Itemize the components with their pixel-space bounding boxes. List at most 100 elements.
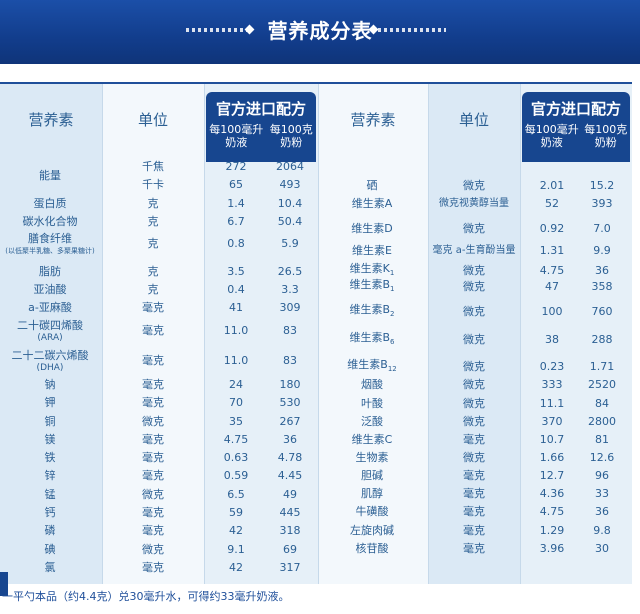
- unit-cell: 微克: [463, 397, 485, 410]
- nutrient-name: 左旋肉碱: [350, 524, 394, 537]
- value-per-100g: 50.4: [277, 215, 303, 228]
- nutrient-name: 维生素E: [352, 244, 392, 257]
- unit-cell: 毫克: [142, 324, 164, 337]
- nutrient-name: 胆碱: [361, 469, 383, 482]
- value-per-100g: 96: [595, 469, 609, 482]
- value-per-100g: 445: [279, 506, 301, 519]
- value-per-100ml: 6.7: [227, 215, 245, 228]
- value-per-100g: 358: [591, 280, 613, 293]
- unit-cell: 克: [147, 283, 159, 296]
- value-per-100ml: 1.29: [539, 524, 565, 537]
- nutrient-name: 能量: [39, 169, 61, 182]
- unit-cell: 微克: [463, 179, 485, 192]
- value-per-100ml: 38: [545, 333, 559, 346]
- value-per-100ml: 333: [541, 378, 563, 391]
- column-divider: [102, 84, 103, 584]
- nutrient-name: 维生素B12: [347, 357, 397, 374]
- nutrient-name: 二十碳四烯酸: [17, 319, 83, 332]
- value-per-100g: 30: [595, 542, 609, 555]
- nutrient-name: 亚油酸: [33, 283, 67, 296]
- unit-cell: 毫克: [463, 542, 485, 555]
- nutrient-note: (以低聚半乳糖、多聚果糖计): [5, 247, 95, 255]
- value-per-100ml: 0.92: [539, 222, 565, 235]
- value-per-100ml: 65: [229, 178, 243, 191]
- unit-cell: 微克: [142, 415, 164, 428]
- value-per-100g: 4.78: [277, 451, 303, 464]
- value-per-100ml: 4.75: [539, 264, 565, 277]
- nutrient-name: 肌醇: [361, 487, 383, 500]
- value-per-100ml: 0.23: [539, 360, 565, 373]
- header-unit-right: 单位: [458, 110, 489, 129]
- nutrient-name: 碘: [44, 543, 56, 556]
- value-per-100g: 83: [283, 324, 297, 337]
- subscript: 2: [390, 310, 395, 319]
- unit-cell: 毫克: [142, 524, 164, 537]
- column-divider: [204, 84, 205, 584]
- value-per-100g: 12.6: [589, 451, 615, 464]
- value-per-100ml: 42: [229, 561, 243, 574]
- header-per-100ml: 每100毫升 奶液: [209, 123, 264, 149]
- value-per-100g: 26.5: [277, 265, 303, 278]
- value-per-100g: 49: [283, 488, 297, 501]
- value-per-100g: 33: [595, 487, 609, 500]
- nutrient-name: 维生素B2: [349, 302, 395, 319]
- nutrient-name: 磷: [44, 524, 56, 537]
- subscript: 12: [387, 365, 397, 374]
- header-nutrient-right: 营养素: [350, 110, 396, 129]
- subscript: 1: [390, 285, 395, 294]
- value-per-100ml: 35: [229, 415, 243, 428]
- table-body: 能量 千焦 272 2064 千卡 65 493 蛋白质克 1.4 10.4 碳水化合物克 6.7 50…: [0, 84, 632, 584]
- value-per-100ml: 1.31: [539, 244, 565, 257]
- value-per-100g: 36: [283, 433, 297, 446]
- nutrient-name: 镁: [44, 433, 56, 446]
- unit-cell: 微克: [463, 222, 485, 235]
- header-nutrient-left: 营养素: [28, 110, 74, 129]
- value-per-100g: 84: [595, 397, 609, 410]
- value-per-100g: 309: [279, 301, 301, 314]
- value-per-100ml: 41: [229, 301, 243, 314]
- nutrient-name: 牛磺酸: [355, 505, 389, 518]
- unit-cell: 毫克: [463, 433, 485, 446]
- value-per-100ml: 70: [229, 396, 243, 409]
- unit-cell: 毫克: [463, 487, 485, 500]
- unit-cell: 毫克: [142, 561, 164, 574]
- unit-cell: 微克: [463, 451, 485, 464]
- column-divider: [318, 84, 319, 584]
- value-per-100ml: 0.59: [223, 469, 249, 482]
- value-per-100ml: 0.4: [227, 283, 245, 296]
- unit-cell: 毫克: [142, 506, 164, 519]
- value-per-100g: 288: [591, 333, 613, 346]
- unit-cell: 毫克: [142, 378, 164, 391]
- nutrient-name: 泛酸: [361, 415, 383, 428]
- value-per-100ml: 4.75: [539, 505, 565, 518]
- nutrient-name: 核苷酸: [355, 542, 389, 555]
- value-per-100g: 4.45: [277, 469, 303, 482]
- nutrient-name: 蛋白质: [33, 197, 67, 210]
- header-formula-left: 官方进口配方 每100毫升 奶液 每100克 奶粉: [206, 92, 316, 162]
- nutrient-name: 锰: [44, 488, 56, 501]
- nutrient-name: 铁: [44, 451, 56, 464]
- value-per-100ml: 0.63: [223, 451, 249, 464]
- value-per-100g: 9.8: [593, 524, 611, 537]
- nutrient-name: 维生素B6: [349, 330, 395, 347]
- header-formula-title: 官方进口配方: [530, 100, 621, 118]
- nutrient-name: 脂肪: [39, 265, 61, 278]
- column-bg-nutrient-left: [0, 84, 102, 584]
- value-per-100g: 7.0: [593, 222, 611, 235]
- unit-cell: 毫克: [463, 505, 485, 518]
- nutrient-name: 碳水化合物: [22, 215, 78, 228]
- value-per-100ml: 12.7: [539, 469, 565, 482]
- value-per-100ml: 59: [229, 506, 243, 519]
- value-per-100ml: 2.01: [539, 179, 565, 192]
- unit-cell: 微克: [142, 488, 164, 501]
- column-bg-values-left: [204, 84, 318, 584]
- value-per-100g: 81: [595, 433, 609, 446]
- value-per-100ml: 4.36: [539, 487, 565, 500]
- header-per-100ml: 每100毫升 奶液: [524, 123, 579, 149]
- value-per-100ml: 0.8: [227, 237, 245, 250]
- header-unit-left: 单位: [137, 110, 168, 129]
- unit-cell: 毫克: [142, 433, 164, 446]
- nutrient-name: 维生素B1: [349, 277, 395, 294]
- value-per-100ml: 1.66: [539, 451, 565, 464]
- value-per-100g: 10.4: [277, 197, 303, 210]
